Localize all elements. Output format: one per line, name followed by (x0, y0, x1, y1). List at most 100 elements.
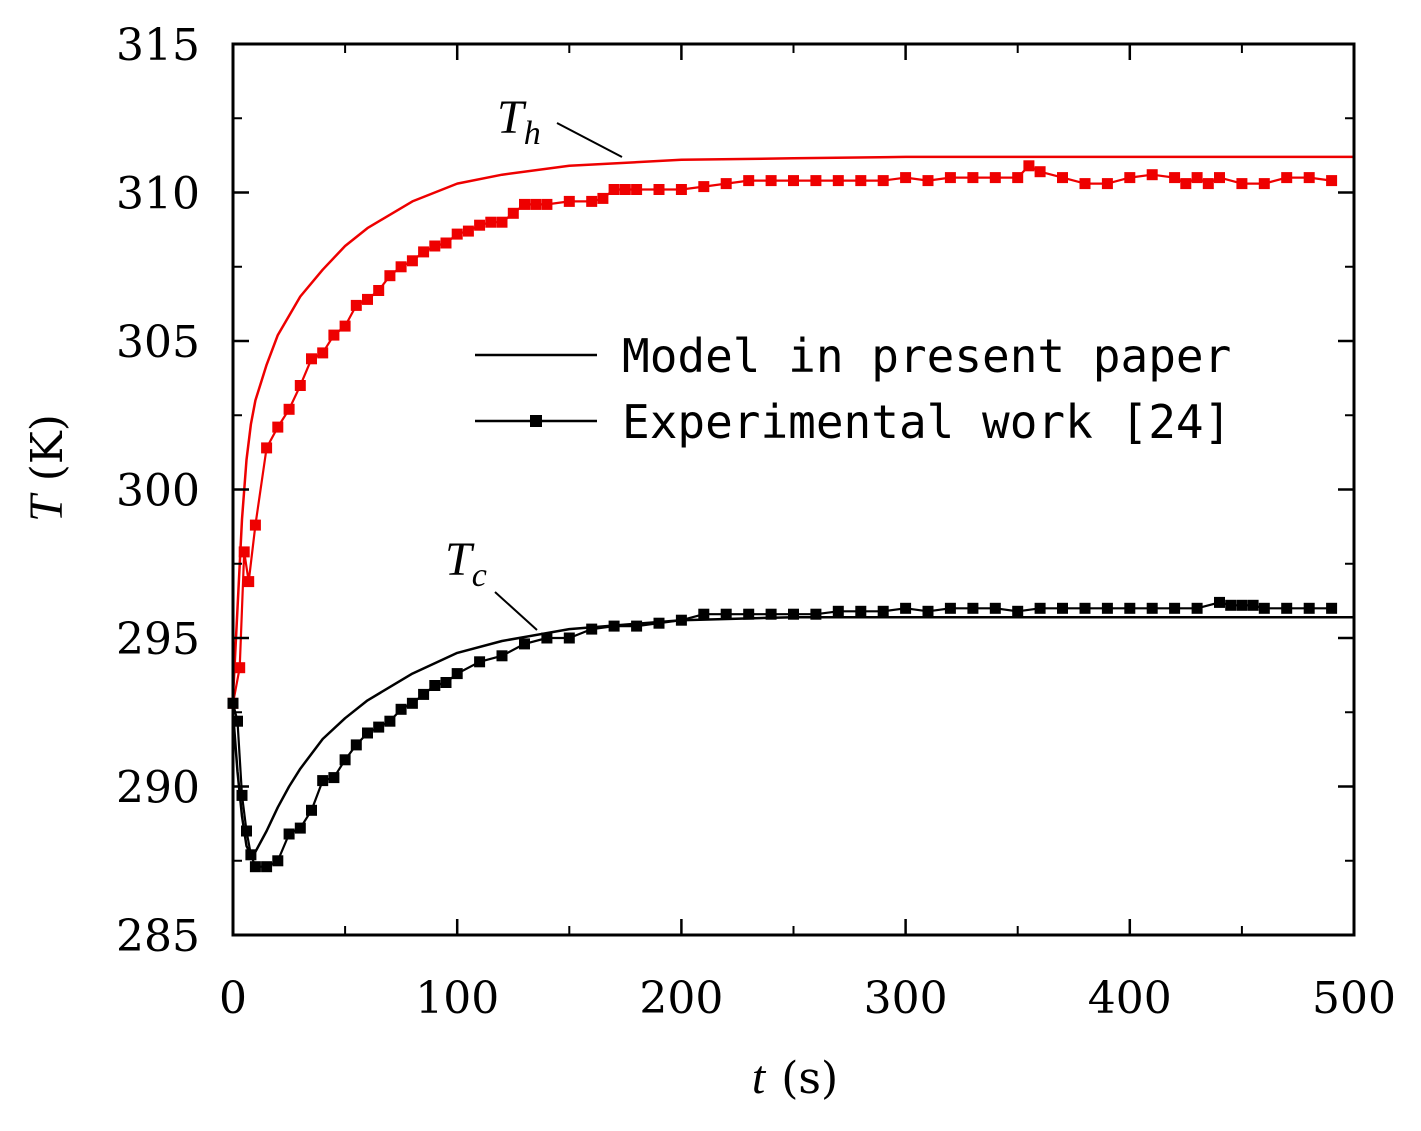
data-point-th-experimental (249, 519, 261, 531)
data-point-th-experimental (238, 546, 250, 558)
x-tick-label: 400 (1088, 973, 1172, 1024)
data-point-tc-experimental (283, 828, 295, 840)
annotation-th-sub: h (524, 115, 541, 152)
data-point-tc-experimental (496, 650, 508, 662)
data-point-th-experimental (418, 246, 430, 258)
data-point-tc-experimental (586, 623, 598, 635)
data-point-th-experimental (967, 172, 979, 184)
legend-label-experimental: Experimental work [24] (622, 395, 1231, 449)
data-point-th-experimental (855, 175, 867, 187)
data-point-th-experimental (261, 442, 273, 454)
legend: Model in present paper Experimental work… (475, 329, 1231, 449)
data-point-tc-experimental (294, 822, 306, 834)
data-point-tc-experimental (743, 608, 755, 620)
data-point-th-experimental (1023, 160, 1035, 172)
data-point-tc-experimental (451, 668, 463, 680)
data-point-th-experimental (1303, 172, 1315, 184)
annotation-th: Th (497, 91, 623, 158)
series-line-th-model (231, 155, 1354, 698)
data-point-th-experimental (1012, 172, 1024, 184)
data-point-tc-experimental (832, 605, 844, 617)
data-point-th-experimental (1202, 178, 1214, 190)
data-point-th-experimental (743, 175, 755, 187)
data-point-tc-experimental (1326, 602, 1338, 614)
plot-area (233, 44, 1354, 935)
data-point-tc-experimental (1247, 599, 1259, 611)
data-point-tc-experimental (1079, 602, 1091, 614)
data-point-tc-experimental (418, 688, 430, 700)
data-point-tc-experimental (1101, 602, 1113, 614)
data-point-th-experimental (234, 662, 246, 674)
data-point-tc-experimental (350, 739, 362, 751)
data-point-tc-experimental (675, 614, 687, 626)
data-point-tc-experimental (236, 789, 248, 801)
data-point-tc-experimental (406, 697, 418, 709)
annotation-tc-main: T (445, 533, 475, 586)
data-point-tc-experimental (1169, 602, 1181, 614)
data-point-th-experimental (373, 285, 385, 296)
data-point-tc-experimental (328, 772, 340, 784)
data-point-th-experimental (720, 178, 732, 190)
data-point-tc-experimental (1236, 599, 1248, 611)
data-point-tc-experimental (1191, 602, 1203, 614)
data-point-th-experimental (1057, 172, 1068, 184)
data-point-tc-experimental (232, 715, 243, 727)
data-point-tc-experimental (362, 727, 373, 739)
data-point-th-experimental (530, 198, 542, 210)
data-point-tc-experimental (440, 677, 452, 688)
data-point-th-experimental (339, 320, 351, 332)
data-point-tc-experimental (810, 608, 822, 620)
data-point-tc-experimental (877, 605, 889, 617)
data-point-tc-experimental (1258, 602, 1270, 614)
data-point-th-experimental (810, 175, 822, 187)
data-point-th-experimental (294, 380, 306, 391)
data-point-tc-experimental (395, 703, 407, 715)
data-point-tc-experimental (563, 632, 575, 644)
data-point-tc-experimental (317, 775, 329, 787)
y-axis-title: T (K) (20, 414, 73, 522)
data-point-tc-experimental (1281, 602, 1293, 614)
x-axis-title: t (s) (752, 1051, 838, 1104)
data-point-th-experimental (1101, 178, 1113, 190)
data-point-tc-experimental (249, 861, 261, 873)
data-point-th-experimental (1169, 172, 1181, 184)
data-point-th-experimental (496, 216, 508, 228)
data-point-th-experimental (541, 198, 553, 210)
data-point-th-experimental (462, 225, 474, 237)
data-point-tc-experimental (272, 855, 284, 867)
data-point-th-experimental (306, 353, 317, 365)
annotation-tc-sub: c (472, 557, 487, 594)
data-point-tc-experimental (698, 608, 710, 620)
data-point-th-experimental (485, 216, 497, 228)
annotation-th-main: T (497, 91, 527, 144)
data-point-tc-experimental (339, 754, 351, 766)
data-point-th-experimental (1236, 178, 1248, 190)
data-point-tc-experimental (1146, 602, 1158, 614)
data-point-th-experimental (597, 192, 609, 204)
data-point-tc-experimental (1214, 596, 1225, 608)
data-point-tc-experimental (1034, 602, 1046, 614)
annotation-tc-leader (494, 591, 538, 631)
y-tick-label: 305 (116, 317, 200, 368)
x-axis-variable: t (752, 1051, 767, 1104)
data-point-th-experimental (619, 184, 631, 195)
data-point-tc-experimental (519, 638, 530, 650)
y-axis-unit: (K) (22, 414, 73, 481)
data-point-tc-experimental (608, 620, 620, 632)
data-point-th-experimental (765, 175, 777, 187)
data-point-th-experimental (900, 172, 912, 184)
data-point-th-experimental (877, 175, 889, 187)
data-point-th-experimental (395, 261, 407, 273)
data-point-tc-experimental (245, 849, 257, 861)
x-tick-label: 200 (639, 973, 723, 1024)
data-point-th-experimental (608, 184, 620, 195)
data-point-th-experimental (675, 184, 687, 195)
x-tick-label: 0 (219, 973, 247, 1024)
data-point-th-experimental (1258, 178, 1270, 190)
x-tick-label: 300 (864, 973, 948, 1024)
data-point-th-experimental (317, 347, 329, 359)
data-point-tc-experimental (241, 825, 252, 837)
data-point-tc-experimental (765, 608, 777, 620)
data-point-th-experimental (283, 403, 295, 415)
data-point-th-experimental (328, 329, 340, 341)
